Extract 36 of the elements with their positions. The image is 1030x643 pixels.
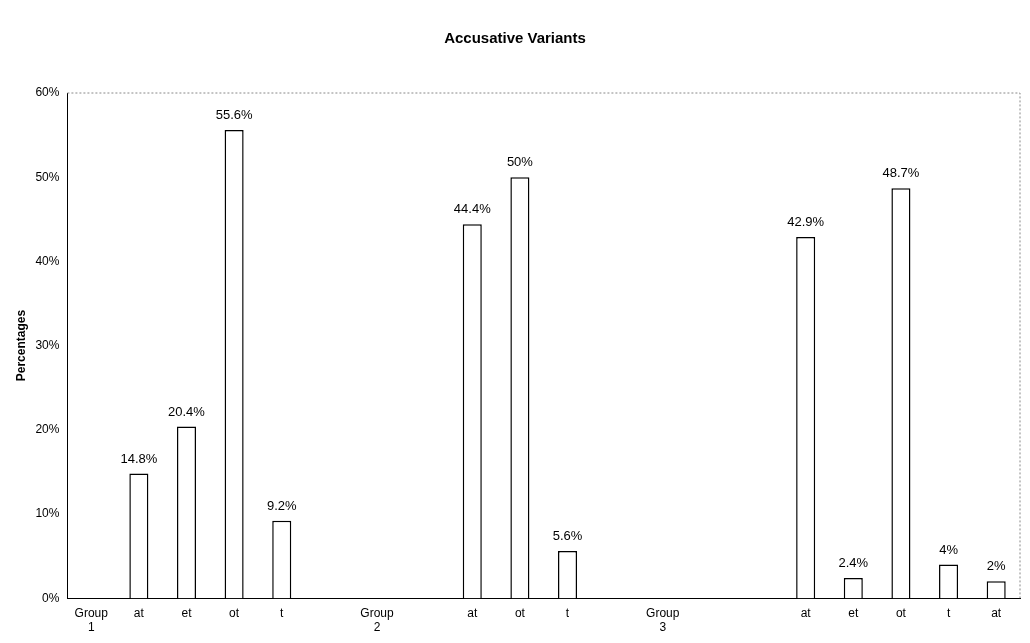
x-tick-label: t (280, 605, 285, 620)
data-label: 14.8% (120, 450, 158, 466)
y-tick-label: 10% (35, 506, 60, 521)
x-tick-label: at (467, 605, 478, 620)
y-axis-title: Percentages (13, 309, 28, 382)
data-label: 44.4% (453, 201, 492, 217)
x-tick-label: at (800, 605, 812, 620)
data-label: 5.6% (552, 528, 583, 544)
x-tick-label: et (848, 605, 859, 620)
data-label: 50% (506, 154, 534, 170)
y-tick-label: 20% (35, 422, 60, 437)
y-tick-label: 0% (42, 590, 60, 605)
x-tick-label: Group 3 (646, 605, 680, 635)
x-tick-label: t (565, 605, 570, 620)
x-tick-label: at (133, 605, 145, 620)
data-label: 9.2% (266, 497, 297, 513)
x-tick-label: at (991, 605, 1002, 620)
data-label: 20.4% (168, 403, 206, 419)
x-tick-label: Group 2 (360, 605, 394, 635)
data-label: 42.9% (787, 214, 825, 230)
y-tick-label: 50% (35, 169, 60, 184)
x-tick-label: t (946, 605, 951, 620)
chart-title: Accusative Variants (444, 29, 586, 47)
data-label: 2.4% (838, 555, 869, 571)
y-tick-label: 60% (35, 85, 60, 100)
y-tick-label: 30% (35, 337, 60, 352)
x-tick-label: ot (514, 605, 526, 620)
data-label: 48.7% (882, 165, 920, 181)
x-tick-label: et (181, 605, 193, 620)
x-tick-label: Group 1 (74, 605, 109, 635)
x-tick-label: ot (895, 605, 907, 620)
y-tick-label: 40% (35, 253, 60, 268)
data-label: 2% (986, 558, 1007, 574)
data-label: 4% (939, 541, 959, 557)
x-tick-label: ot (229, 605, 240, 620)
data-label: 55.6% (215, 107, 253, 123)
